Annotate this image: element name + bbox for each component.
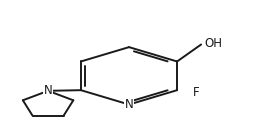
- Text: F: F: [193, 86, 199, 99]
- Text: N: N: [44, 84, 52, 97]
- Text: N: N: [125, 98, 133, 111]
- Text: OH: OH: [204, 37, 222, 50]
